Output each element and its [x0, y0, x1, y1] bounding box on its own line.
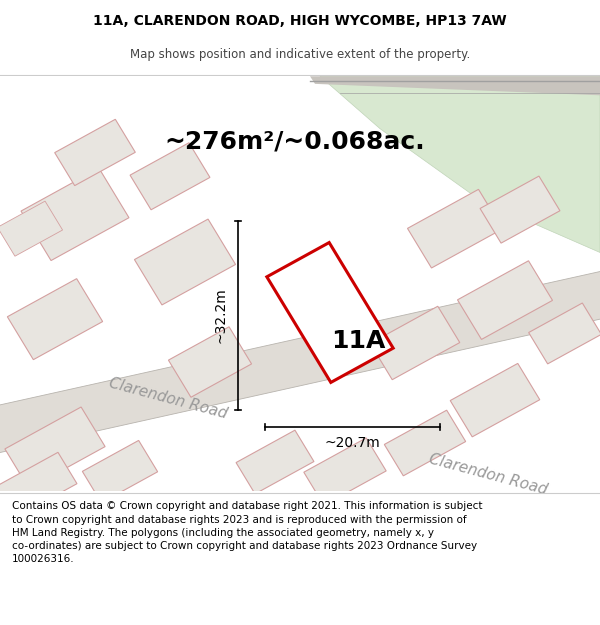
Polygon shape: [267, 242, 393, 382]
Text: ~276m²/~0.068ac.: ~276m²/~0.068ac.: [164, 129, 425, 153]
Polygon shape: [169, 327, 251, 398]
Polygon shape: [370, 306, 460, 380]
Polygon shape: [55, 119, 136, 186]
Polygon shape: [480, 176, 560, 243]
Polygon shape: [457, 261, 553, 339]
Polygon shape: [450, 363, 540, 437]
Text: Contains OS data © Crown copyright and database right 2021. This information is : Contains OS data © Crown copyright and d…: [12, 501, 482, 564]
Text: ~20.7m: ~20.7m: [325, 436, 380, 450]
Polygon shape: [310, 76, 600, 95]
Polygon shape: [304, 438, 386, 505]
Text: 11A: 11A: [331, 329, 385, 353]
Polygon shape: [21, 168, 129, 261]
Polygon shape: [320, 76, 600, 253]
Polygon shape: [0, 452, 77, 519]
Polygon shape: [82, 441, 158, 503]
Text: 11A, CLARENDON ROAD, HIGH WYCOMBE, HP13 7AW: 11A, CLARENDON ROAD, HIGH WYCOMBE, HP13 …: [93, 14, 507, 28]
Text: Clarendon Road: Clarendon Road: [427, 451, 549, 498]
Polygon shape: [134, 219, 236, 305]
Polygon shape: [0, 201, 62, 256]
Polygon shape: [7, 279, 103, 359]
Text: Clarendon Road: Clarendon Road: [107, 375, 229, 421]
Text: ~32.2m: ~32.2m: [213, 288, 227, 343]
Polygon shape: [130, 142, 210, 210]
Polygon shape: [385, 410, 466, 476]
Text: Map shows position and indicative extent of the property.: Map shows position and indicative extent…: [130, 48, 470, 61]
Polygon shape: [0, 271, 600, 452]
Polygon shape: [529, 303, 600, 364]
Polygon shape: [5, 407, 105, 489]
Polygon shape: [236, 430, 314, 494]
Polygon shape: [407, 189, 503, 268]
